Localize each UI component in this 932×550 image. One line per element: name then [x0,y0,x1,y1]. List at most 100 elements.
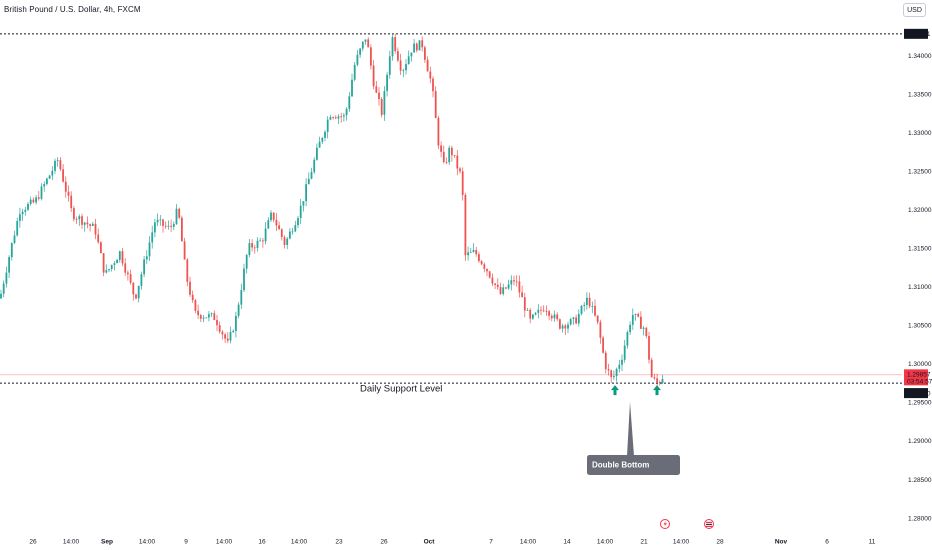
candle-body [502,287,505,294]
candle-body [640,316,642,329]
candle [459,167,461,174]
candle-body [370,47,372,66]
candle [472,243,475,253]
candle-body [259,240,262,242]
time-tick-label: 26 [29,539,37,546]
candle [37,190,40,201]
candle [550,313,553,322]
bottom-arrow-shape [611,385,619,396]
candle-body [367,39,370,48]
candle [418,40,421,51]
candle-body [137,285,140,299]
candle [91,221,94,227]
candle-body [553,314,556,319]
candle [491,273,494,286]
candle [534,311,537,316]
candle-body [248,243,251,255]
candle-body [596,315,599,323]
candle [364,39,367,45]
price-tick-label: 1.34000 [908,53,932,60]
candle-body [653,377,656,379]
candle [604,350,607,374]
candle-body [496,284,499,288]
candle [97,228,100,244]
candle-body [399,60,402,71]
candle [537,304,540,319]
candle [523,292,526,318]
candle [372,60,375,90]
candle-body [197,310,199,316]
flag-icon-stripe [706,521,712,523]
price-axis[interactable]: 1.34000 1.33500 1.33000 1.32500 1.32000 1.315… [904,28,932,522]
candle [521,285,523,298]
candle [151,225,154,249]
candle [8,255,10,279]
candle-body [16,220,19,236]
candle [116,258,118,264]
candle-body [167,225,170,227]
candle [415,42,418,53]
candle-body [110,264,113,270]
candle-body [35,197,37,203]
candle [464,192,467,261]
candle-body [429,71,432,79]
candle [332,116,334,120]
candle [656,373,658,386]
candle-body [426,59,429,72]
candle [426,56,429,72]
candle-body [5,272,8,284]
candle [202,314,205,323]
candle-body [515,281,518,283]
candle-body [189,281,191,295]
candle [78,214,81,226]
candle [515,275,518,287]
candle-body [27,203,29,210]
candle [267,217,270,230]
candle-body [46,178,48,185]
candle [21,208,24,221]
time-tick-label: 21 [640,539,648,546]
time-axis[interactable]: 26 14:00 Sep 14:00 9 14:00 16 14:00 23 26 Oct 7 14:0… [29,539,875,546]
candle [27,202,29,212]
candle-body [286,238,289,245]
candle-body [397,51,399,61]
candle-body [324,131,326,138]
candle-body [529,309,532,319]
candle-body [94,223,97,235]
candle-body [483,264,486,269]
time-tick-label: 14:00 [520,539,537,546]
currency-selector[interactable]: USD [903,3,926,17]
candle [648,331,650,364]
candle-body [116,259,118,264]
callout-pointer [627,402,634,456]
candle-body [394,37,397,52]
candle [367,37,370,48]
candle [272,212,275,223]
bottom-arrow-icon [653,385,661,396]
candle [75,216,78,224]
candle-body [235,315,237,331]
candle [310,167,313,180]
time-tick-label: 6 [825,539,829,546]
candle [229,326,232,344]
candle-body [270,212,272,221]
candle-body [208,314,210,318]
candle-body [294,225,297,232]
candle [394,34,397,54]
candle-body [532,314,534,319]
candle-body [434,91,437,119]
candle [73,205,75,222]
candle-body [275,219,278,226]
candle-body [210,313,213,315]
support-level-tag: 1.29750 [904,388,931,399]
candle-body [442,151,445,163]
candle-body [388,56,391,75]
candle [596,315,599,325]
candle-body [78,216,81,220]
candle [351,73,353,97]
candle-body [637,313,640,317]
candle [59,157,62,172]
bottom-arrow-shape [653,385,661,396]
candle-body [364,39,367,42]
